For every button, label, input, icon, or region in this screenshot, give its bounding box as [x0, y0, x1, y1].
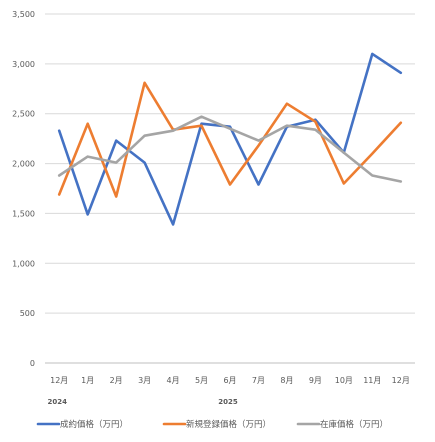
x-tick-label: 3月	[138, 376, 151, 385]
year-label: 2025	[218, 398, 238, 406]
x-tick-label: 6月	[223, 376, 236, 385]
series-line-3	[57, 115, 403, 183]
y-tick-label: 3,500	[12, 10, 35, 19]
y-tick-label: 500	[20, 309, 35, 318]
x-tick-label: 4月	[167, 376, 180, 385]
y-tick-label: 2,500	[12, 110, 35, 119]
x-tick-label: 7月	[252, 376, 265, 385]
legend: 成約価格（万円） 新規登録価格（万円） 在庫価格（万円）	[36, 419, 388, 430]
x-tick-label: 9月	[309, 376, 322, 385]
x-tick-label: 1月	[81, 376, 94, 385]
gridlines	[45, 13, 415, 364]
x-tick-label: 5月	[195, 376, 208, 385]
y-tick-label: 1,500	[12, 209, 35, 218]
x-tick-label: 10月	[335, 376, 353, 385]
y-axis: 0 500 1,000 1,500 2,000 2,500 3,000 3,500	[12, 10, 35, 368]
y-tick-label: 1,000	[12, 259, 35, 268]
year-label: 2024	[47, 398, 67, 406]
x-tick-label: 11月	[363, 376, 381, 385]
legend-entry: 新規登録価格（万円）	[186, 419, 271, 430]
series-line-2	[57, 81, 403, 198]
x-tick-label: 2月	[110, 376, 123, 385]
series-line-1	[57, 52, 403, 226]
y-tick-label: 3,000	[12, 60, 35, 69]
series-lines	[57, 52, 403, 226]
x-tick-label: 12月	[50, 376, 68, 385]
x-axis: 12月 1月 2月 3月 4月 5月 6月 7月 8月 9月 10月 11月 12月 2024 2025	[47, 376, 409, 406]
legend-entry: 成約価格（万円）	[60, 419, 128, 430]
y-tick-label: 2,000	[12, 160, 35, 169]
y-tick-label: 0	[30, 359, 35, 368]
x-tick-label: 8月	[280, 376, 293, 385]
x-tick-label: 12月	[392, 376, 410, 385]
legend-entry: 在庫価格（万円）	[320, 419, 388, 430]
